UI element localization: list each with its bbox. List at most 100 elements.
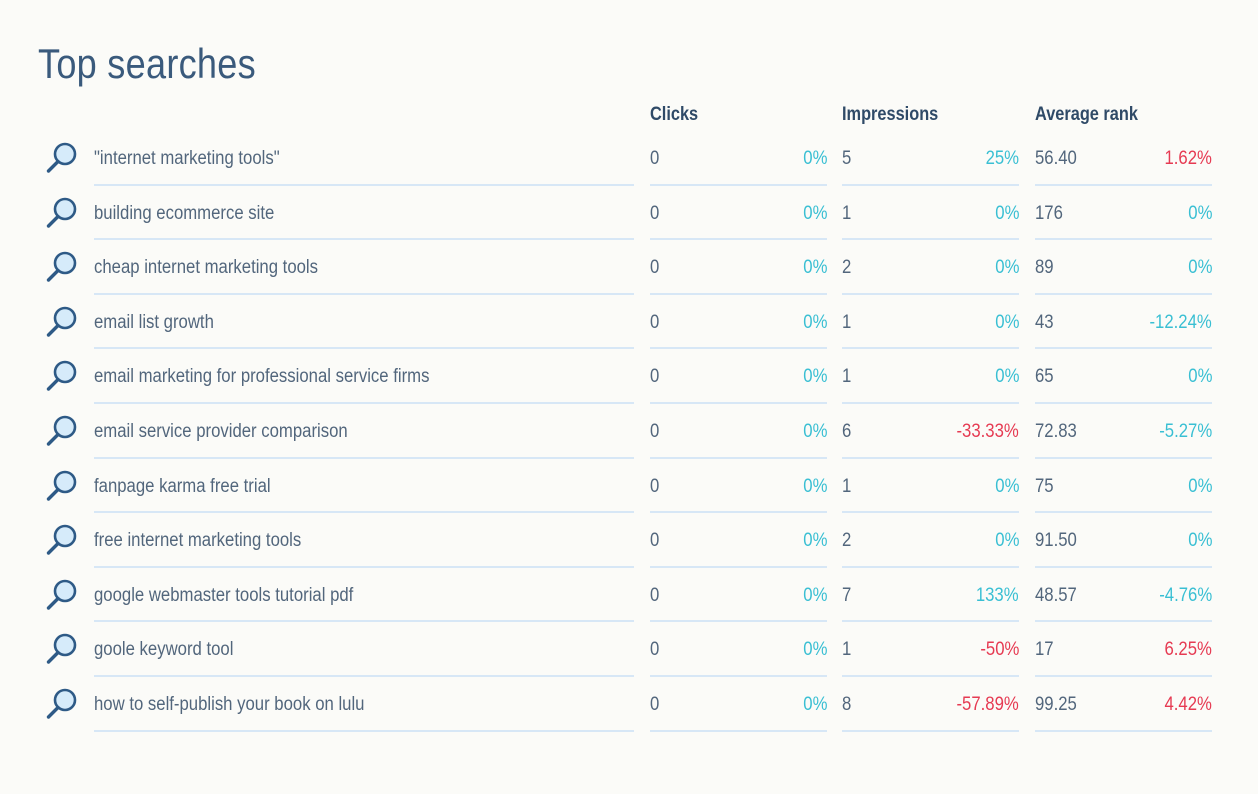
query-cell: email service provider comparison [94,404,634,459]
search-icon[interactable] [45,305,81,339]
table-row[interactable]: email list growth 0 0% 1 0% 43 -12.24% [0,295,1258,350]
table-row[interactable]: how to self-publish your book on lulu 0 … [0,677,1258,732]
search-icon[interactable] [45,578,81,612]
search-icon[interactable] [45,687,81,721]
column-header-average-rank[interactable]: Average rank [1035,104,1138,125]
rank-change: 0% [1187,202,1212,224]
clicks-value: 0 [650,148,660,169]
query-cell: "internet marketing tools" [94,131,634,186]
impressions-cell: 5 25% [842,131,1019,186]
rank-cell: 75 0% [1035,459,1212,514]
table-row[interactable]: google webmaster tools tutorial pdf 0 0%… [0,568,1258,623]
impressions-change: 0% [994,475,1019,497]
search-query[interactable]: "internet marketing tools" [94,148,280,169]
query-cell: how to self-publish your book on lulu [94,677,634,732]
impressions-value: 1 [842,639,852,661]
clicks-change: 0% [802,420,827,442]
impressions-cell: 2 0% [842,240,1019,295]
clicks-value: 0 [650,202,660,224]
query-cell: email marketing for professional service… [94,349,634,404]
impressions-cell: 8 -57.89% [842,677,1019,732]
rank-change: -4.76% [1159,584,1212,606]
impressions-change: -50% [979,639,1019,661]
impressions-cell: 1 0% [842,459,1019,514]
search-icon[interactable] [45,632,81,666]
clicks-change: 0% [802,257,827,279]
impressions-cell: 1 0% [842,349,1019,404]
rank-change: 0% [1187,257,1212,279]
table-row[interactable]: "internet marketing tools" 0 0% 5 25% 56… [0,131,1258,186]
impressions-value: 2 [842,530,852,552]
search-query[interactable]: google webmaster tools tutorial pdf [94,584,354,606]
search-query[interactable]: free internet marketing tools [94,530,302,552]
clicks-value: 0 [650,311,660,333]
query-cell: cheap internet marketing tools [94,240,634,295]
search-icon[interactable] [45,469,81,503]
impressions-cell: 2 0% [842,513,1019,568]
table-row[interactable]: fanpage karma free trial 0 0% 1 0% 75 0% [0,459,1258,514]
impressions-cell: 6 -33.33% [842,404,1019,459]
rank-change: 1.62% [1164,148,1212,169]
table-row[interactable]: cheap internet marketing tools 0 0% 2 0%… [0,240,1258,295]
search-icon[interactable] [45,414,81,448]
search-icon[interactable] [45,359,81,393]
query-cell: email list growth [94,295,634,350]
clicks-change: 0% [802,202,827,224]
clicks-cell: 0 0% [650,677,827,732]
rank-value: 176 [1035,202,1063,224]
impressions-change: -33.33% [956,420,1019,442]
search-icon[interactable] [45,523,81,557]
column-header-clicks[interactable]: Clicks [650,104,699,125]
clicks-change: 0% [802,693,827,715]
query-cell: free internet marketing tools [94,513,634,568]
search-query[interactable]: fanpage karma free trial [94,475,271,497]
clicks-cell: 0 0% [650,240,827,295]
table-row[interactable]: email marketing for professional service… [0,349,1258,404]
clicks-change: 0% [802,148,827,169]
clicks-change: 0% [802,366,827,388]
rank-cell: 72.83 -5.27% [1035,404,1212,459]
impressions-value: 1 [842,475,852,497]
search-icon[interactable] [45,196,81,230]
rank-value: 72.83 [1035,420,1077,442]
rank-value: 17 [1035,639,1054,661]
rank-change: 4.42% [1164,693,1212,715]
impressions-cell: 1 0% [842,186,1019,241]
impressions-cell: 7 133% [842,568,1019,623]
rank-value: 89 [1035,257,1054,279]
rank-value: 75 [1035,475,1054,497]
search-query[interactable]: how to self-publish your book on lulu [94,693,365,715]
table-row[interactable]: building ecommerce site 0 0% 1 0% 176 0% [0,186,1258,241]
table-row[interactable]: email service provider comparison 0 0% 6… [0,404,1258,459]
clicks-value: 0 [650,475,660,497]
table-row[interactable]: free internet marketing tools 0 0% 2 0% … [0,513,1258,568]
clicks-value: 0 [650,530,660,552]
impressions-cell: 1 -50% [842,622,1019,677]
rank-change: 6.25% [1164,639,1212,661]
rank-cell: 65 0% [1035,349,1212,404]
search-query[interactable]: building ecommerce site [94,202,275,224]
impressions-value: 1 [842,311,852,333]
search-query[interactable]: email marketing for professional service… [94,366,430,388]
clicks-cell: 0 0% [650,131,827,186]
search-query[interactable]: email service provider comparison [94,420,348,442]
table-row[interactable]: goole keyword tool 0 0% 1 -50% 17 6.25% [0,622,1258,677]
clicks-value: 0 [650,366,660,388]
query-cell: building ecommerce site [94,186,634,241]
search-query[interactable]: goole keyword tool [94,639,234,661]
impressions-change: 0% [994,202,1019,224]
search-query[interactable]: cheap internet marketing tools [94,257,319,279]
query-cell: goole keyword tool [94,622,634,677]
rank-value: 65 [1035,366,1054,388]
search-query[interactable]: email list growth [94,311,214,333]
rank-change: -12.24% [1149,311,1212,333]
rank-value: 48.57 [1035,584,1077,606]
search-icon[interactable] [45,250,81,284]
column-header-impressions[interactable]: Impressions [842,104,939,125]
rank-change: 0% [1187,475,1212,497]
impressions-value: 2 [842,257,852,279]
clicks-change: 0% [802,584,827,606]
search-icon[interactable] [45,141,81,175]
rank-cell: 48.57 -4.76% [1035,568,1212,623]
clicks-cell: 0 0% [650,404,827,459]
